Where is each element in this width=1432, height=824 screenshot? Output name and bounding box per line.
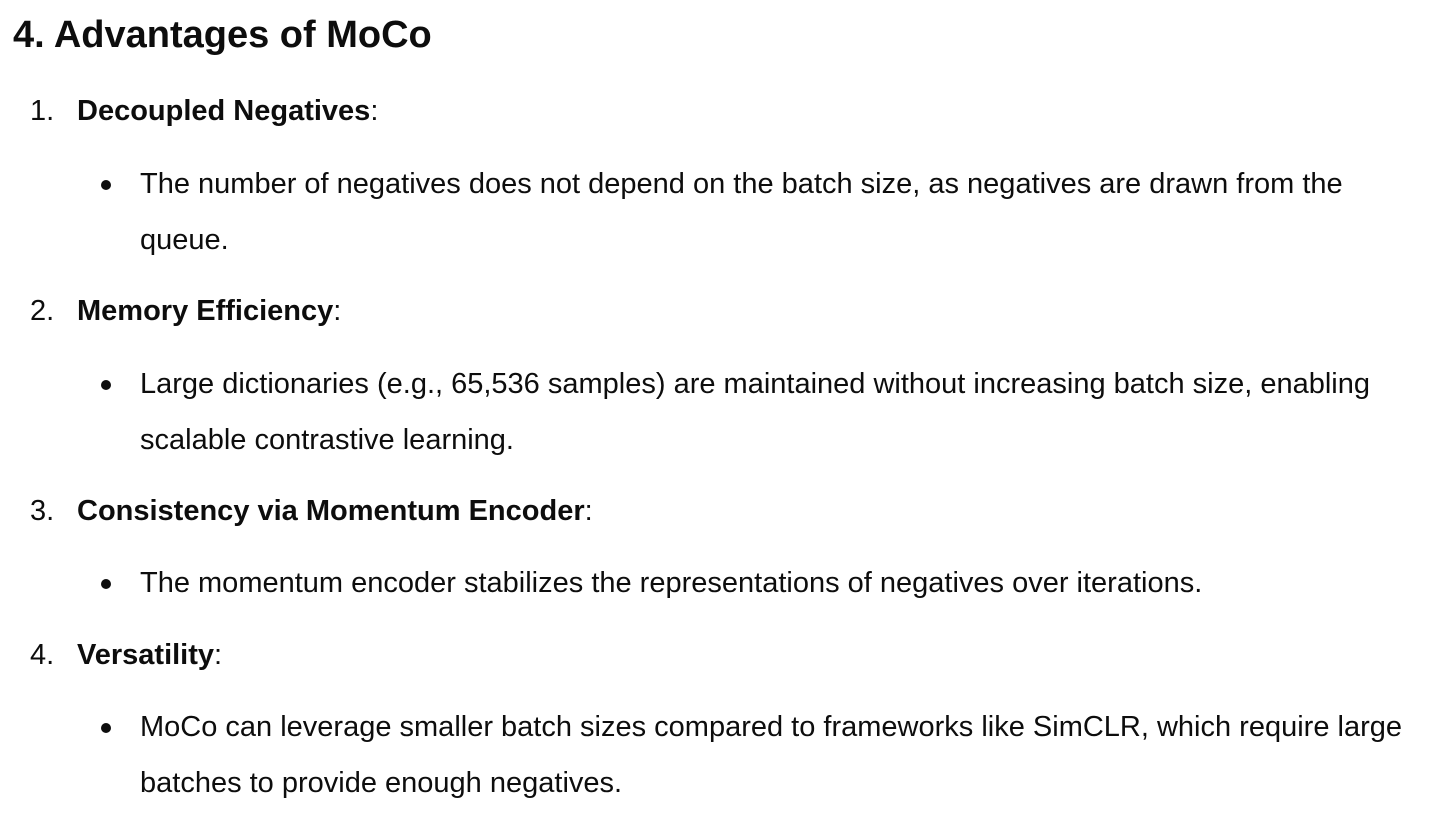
list-number: 3. — [30, 495, 55, 527]
bullet-text: The number of negatives does not depend … — [140, 168, 1343, 256]
item-title-text: Versatility — [77, 639, 215, 671]
list-item-title: Decoupled Negatives: — [77, 93, 378, 129]
bullet-text: MoCo can leverage smaller batch sizes co… — [140, 711, 1402, 799]
item-title-colon: : — [214, 639, 223, 671]
bullet-dot-icon — [101, 579, 111, 589]
bullet-text: The momentum encoder stabilizes the repr… — [140, 567, 1203, 599]
list-number: 4. — [30, 639, 55, 671]
item-title-text: Decoupled Negatives — [77, 95, 371, 127]
item-title-colon: : — [370, 95, 379, 127]
list-item-title: Versatility: — [77, 637, 222, 673]
item-title-text: Memory Efficiency — [77, 295, 334, 327]
list-item-title: Consistency via Momentum Encoder: — [77, 493, 593, 529]
bullet-dot-icon — [101, 723, 111, 733]
bullet-dot-icon — [101, 180, 111, 190]
bullet-dot-icon — [101, 380, 111, 390]
item-title-text: Consistency via Momentum Encoder — [77, 495, 585, 527]
list-number: 2. — [30, 295, 55, 327]
item-title-colon: : — [333, 295, 342, 327]
bullet-text: Large dictionaries (e.g., 65,536 samples… — [140, 368, 1370, 456]
list-item-title: Memory Efficiency: — [77, 293, 341, 329]
item-title-colon: : — [584, 495, 593, 527]
section-heading: 4. Advantages of MoCo — [13, 14, 432, 56]
list-number: 1. — [30, 95, 55, 127]
